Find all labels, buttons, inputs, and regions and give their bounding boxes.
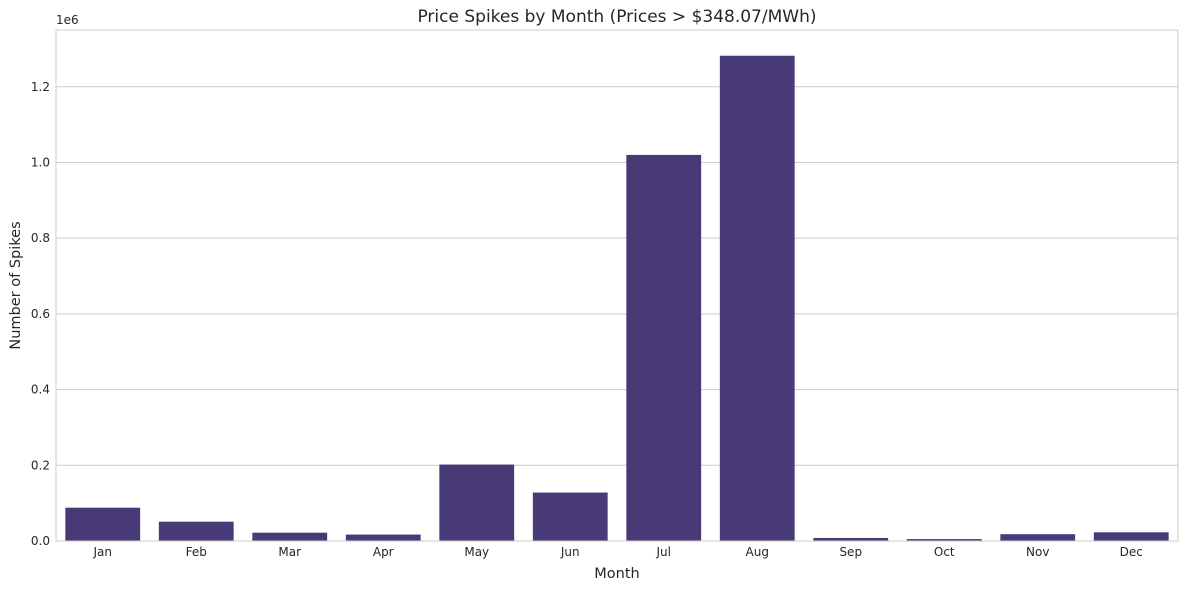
y-tick-label: 0.8 bbox=[31, 231, 50, 245]
bar-apr bbox=[345, 534, 421, 541]
x-tick-label-jun: Jun bbox=[560, 545, 580, 559]
y-offset-label: 1e6 bbox=[56, 13, 79, 27]
y-tick-label: 0.2 bbox=[31, 458, 50, 472]
bar-oct bbox=[906, 539, 982, 541]
plot-frame bbox=[55, 29, 1179, 542]
y-tick-label: 0.6 bbox=[31, 307, 50, 321]
x-tick-label-feb: Feb bbox=[186, 545, 207, 559]
y-axis-label: Number of Spikes bbox=[8, 221, 24, 349]
x-tick-label-apr: Apr bbox=[373, 545, 394, 559]
bar-may bbox=[439, 464, 515, 541]
x-tick-label-sep: Sep bbox=[839, 545, 862, 559]
x-tick-label-dec: Dec bbox=[1120, 545, 1143, 559]
y-tick-label: 0.0 bbox=[31, 534, 50, 548]
y-tick-label: 1.2 bbox=[31, 80, 50, 94]
x-tick-labels: Jan Feb Mar Apr May Jun Jul Aug Sep Oct Nov Dec bbox=[93, 545, 1143, 559]
bar-aug bbox=[719, 55, 795, 541]
bar-dec bbox=[1093, 532, 1169, 541]
bars bbox=[65, 55, 1169, 541]
x-tick-label-oct: Oct bbox=[934, 545, 955, 559]
chart-title: Price Spikes by Month (Prices > $348.07/… bbox=[417, 7, 816, 27]
y-tick-label: 1.0 bbox=[31, 155, 50, 169]
bar-sep bbox=[813, 537, 889, 541]
x-tick-label-jul: Jul bbox=[656, 545, 671, 559]
x-axis-label: Month bbox=[594, 566, 639, 582]
bar-jan bbox=[65, 507, 141, 541]
x-tick-label-nov: Nov bbox=[1026, 545, 1049, 559]
x-tick-label-aug: Aug bbox=[746, 545, 769, 559]
y-tick-labels: 0.0 0.2 0.4 0.6 0.8 1.0 1.2 bbox=[31, 80, 50, 548]
x-tick-label-may: May bbox=[464, 545, 489, 559]
bar-feb bbox=[158, 521, 234, 541]
x-tick-label-jan: Jan bbox=[93, 545, 113, 559]
bar-jul bbox=[626, 154, 702, 541]
bar-mar bbox=[252, 532, 328, 541]
bar-jun bbox=[532, 492, 608, 541]
x-tick-label-mar: Mar bbox=[278, 545, 301, 559]
grid-lines bbox=[56, 86, 1178, 542]
bar-nov bbox=[1000, 534, 1076, 541]
y-tick-label: 0.4 bbox=[31, 383, 50, 397]
